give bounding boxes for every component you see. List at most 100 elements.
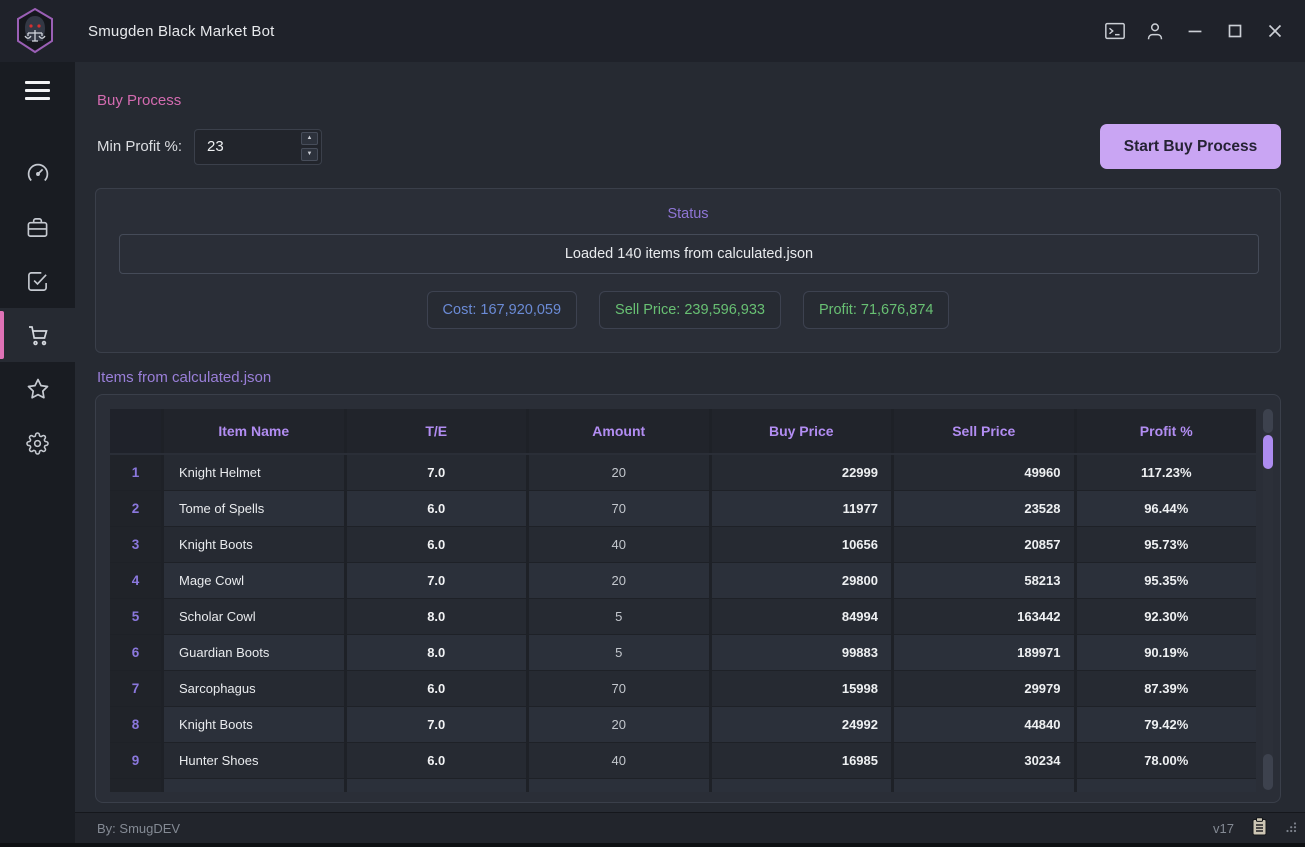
account-button[interactable] (1139, 15, 1171, 47)
cell-profit: 95.35% (1076, 563, 1256, 598)
column-header-te[interactable]: T/E (346, 409, 526, 453)
tasks-check-icon (28, 271, 47, 291)
table-row[interactable]: 1 Knight Helmet 7.0 20 22999 49960 117.23% (110, 455, 1256, 490)
profit-stat-badge: Profit: 71,676,874 (802, 291, 950, 329)
cell-profit: 117.23% (1076, 455, 1256, 490)
cell-amount: 70 (529, 491, 709, 526)
status-panel: Status Loaded 140 items from calculated.… (95, 188, 1281, 353)
spinner-up-button[interactable]: ▲ (301, 132, 319, 145)
cell-sell (894, 779, 1074, 792)
table-row[interactable]: 5 Scholar Cowl 8.0 5 84994 163442 92.30% (110, 599, 1256, 634)
scrollbar-thumb[interactable] (1263, 435, 1273, 469)
window-bottom-edge (0, 843, 1305, 847)
cell-buy: 24992 (711, 707, 891, 742)
close-icon (1264, 20, 1286, 42)
cell-amount: 70 (529, 671, 709, 706)
scrollbar-track-cap-bottom (1263, 754, 1273, 790)
spinner-down-button[interactable]: ▼ (301, 148, 319, 161)
hamburger-icon (25, 80, 50, 84)
cell-amount: 20 (529, 563, 709, 598)
cell-profit: 92.30% (1076, 599, 1256, 634)
cell-sell: 189971 (894, 635, 1074, 670)
cell-buy: 84994 (711, 599, 891, 634)
table-row[interactable]: 7 Sarcophagus 6.0 70 15998 29979 87.39% (110, 671, 1256, 706)
sidebar-item-buy[interactable] (0, 308, 75, 362)
min-profit-value[interactable]: 23 (207, 138, 224, 155)
status-message-box: Loaded 140 items from calculated.json (119, 234, 1259, 274)
sidebar-item-favorites[interactable] (0, 362, 75, 416)
close-button[interactable] (1259, 15, 1291, 47)
items-table: Item Name T/E Amount Buy Price Sell Pric… (95, 394, 1281, 803)
cell-buy (711, 779, 891, 792)
column-header-profit[interactable]: Profit % (1076, 409, 1256, 453)
table-scrollbar[interactable] (1263, 409, 1273, 790)
resize-grip-icon[interactable] (1285, 821, 1297, 836)
items-section-title: Items from calculated.json (97, 369, 272, 386)
dashboard-icon (27, 163, 48, 182)
author-label: By: SmugDEV (97, 820, 181, 836)
table-body: 1 Knight Helmet 7.0 20 22999 49960 117.23% 2 Tom… (110, 455, 1256, 792)
table-row[interactable]: 2 Tome of Spells 6.0 70 11977 23528 96.44% (110, 491, 1256, 526)
sidebar-item-tasks[interactable] (0, 254, 75, 308)
table-row[interactable]: 6 Guardian Boots 8.0 5 99883 189971 90.19% (110, 635, 1256, 670)
cell-name: Scholar Cowl (164, 599, 344, 634)
sell-price-stat-badge: Sell Price: 239,596,933 (599, 291, 781, 329)
cell-profit: 87.39% (1076, 671, 1256, 706)
table-row[interactable]: 4 Mage Cowl 7.0 20 29800 58213 95.35% (110, 563, 1256, 598)
sidebar-item-settings[interactable] (0, 416, 75, 470)
cell-profit: 95.73% (1076, 527, 1256, 562)
cell-profit: 78.00% (1076, 743, 1256, 778)
column-header-item-name[interactable]: Item Name (164, 409, 344, 453)
column-header-buy-price[interactable]: Buy Price (711, 409, 891, 453)
cell-te: 7.0 (346, 707, 526, 742)
cell-profit: 90.19% (1076, 635, 1256, 670)
window-title: Smugden Black Market Bot (88, 22, 275, 40)
cell-te: 6.0 (346, 491, 526, 526)
page-title: Buy Process (97, 92, 182, 109)
cell-sell: 58213 (894, 563, 1074, 598)
cell-sell: 44840 (894, 707, 1074, 742)
cell-num: 4 (110, 563, 161, 598)
cell-amount: 20 (529, 455, 709, 490)
min-profit-input[interactable]: 23 ▲ ▼ (194, 128, 323, 165)
cell-buy: 22999 (711, 455, 891, 490)
cell-buy: 99883 (711, 635, 891, 670)
min-profit-label: Min Profit %: (97, 138, 183, 155)
cell-te: 6.0 (346, 527, 526, 562)
titlebar: Smugden Black Market Bot (0, 0, 1305, 62)
cell-sell: 49960 (894, 455, 1074, 490)
terminal-button[interactable] (1099, 15, 1131, 47)
cell-num (110, 779, 161, 792)
minimize-button[interactable] (1179, 15, 1211, 47)
sidebar-item-jobs[interactable] (0, 200, 75, 254)
cell-name: Mage Cowl (164, 563, 344, 598)
maximize-button[interactable] (1219, 15, 1251, 47)
user-icon (1144, 20, 1166, 42)
cell-name: Tome of Spells (164, 491, 344, 526)
main-content: Buy Process Min Profit %: 23 ▲ ▼ Start B… (75, 62, 1305, 812)
table-row[interactable]: 3 Knight Boots 6.0 40 10656 20857 95.73% (110, 527, 1256, 562)
cell-amount: 20 (529, 707, 709, 742)
menu-toggle-button[interactable] (0, 62, 75, 118)
cell-profit (1076, 779, 1256, 792)
cell-sell: 20857 (894, 527, 1074, 562)
column-header-amount[interactable]: Amount (529, 409, 709, 453)
column-header-sell-price[interactable]: Sell Price (894, 409, 1074, 453)
table-header-row: Item Name T/E Amount Buy Price Sell Pric… (110, 409, 1256, 453)
sidebar-item-dashboard[interactable] (0, 146, 75, 200)
table-row-partial (110, 779, 1256, 792)
clipboard-icon[interactable] (1252, 817, 1267, 839)
table-row[interactable]: 9 Hunter Shoes 6.0 40 16985 30234 78.00% (110, 743, 1256, 778)
cell-num: 8 (110, 707, 161, 742)
start-buy-process-button[interactable]: Start Buy Process (1100, 124, 1281, 169)
cell-amount: 5 (529, 635, 709, 670)
buy-controls: Min Profit %: 23 ▲ ▼ Start Buy Process (75, 124, 1305, 169)
cell-num: 6 (110, 635, 161, 670)
cell-te: 7.0 (346, 563, 526, 598)
cell-name (164, 779, 344, 792)
cell-num: 5 (110, 599, 161, 634)
table-row[interactable]: 8 Knight Boots 7.0 20 24992 44840 79.42% (110, 707, 1256, 742)
scrollbar-track-cap-top (1263, 409, 1273, 433)
cell-te: 6.0 (346, 671, 526, 706)
